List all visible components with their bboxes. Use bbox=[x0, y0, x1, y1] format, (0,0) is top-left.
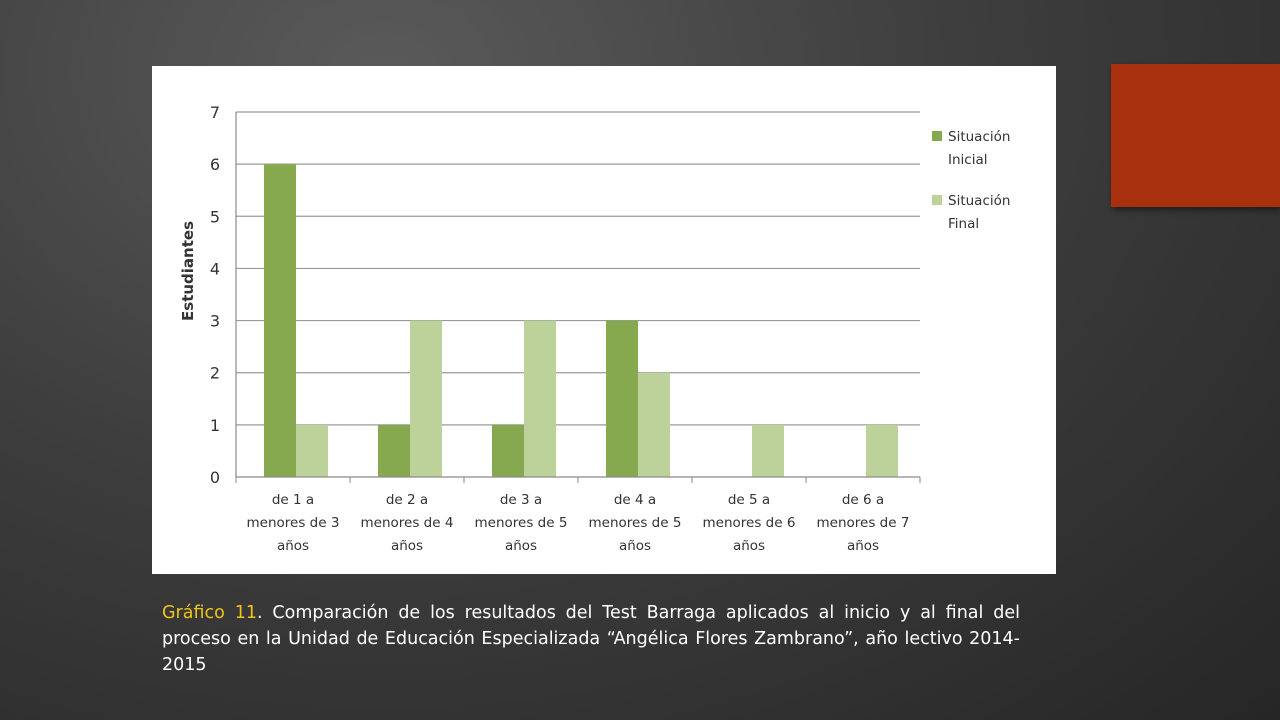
x-tick-label: de 5 a menores de 6 años bbox=[703, 492, 796, 554]
bar-situacion-final bbox=[866, 424, 898, 477]
y-tick-label: 6 bbox=[210, 155, 220, 174]
legend-label: Situación Inicial bbox=[948, 129, 1010, 168]
bar-situacion-final bbox=[524, 320, 556, 477]
y-tick-label: 0 bbox=[210, 468, 220, 487]
y-axis-label: Estudiantes bbox=[179, 221, 197, 321]
bar-situacion-final bbox=[752, 424, 784, 477]
caption-label: Gráfico 11 bbox=[162, 603, 257, 623]
bars bbox=[264, 164, 898, 477]
x-tick-label: de 3 a menores de 5 años bbox=[475, 492, 568, 554]
figure-caption: Gráfico 11. Comparación de los resultado… bbox=[162, 600, 1020, 678]
y-tick-label: 7 bbox=[210, 103, 220, 122]
y-tick-label: 1 bbox=[210, 416, 220, 435]
bar-situacion-inicial bbox=[264, 164, 296, 477]
legend: Situación Inicial Situación Final bbox=[932, 129, 1010, 232]
bar-situacion-final bbox=[410, 320, 442, 477]
x-tick-label: de 6 a menores de 7 años bbox=[817, 492, 910, 554]
accent-block bbox=[1111, 64, 1280, 207]
bar-situacion-inicial bbox=[378, 424, 410, 477]
chart-panel: 0 1 2 3 4 5 6 7 de 1 a menores de 3 años de 2 a men… bbox=[152, 66, 1056, 574]
bar-situacion-inicial bbox=[606, 320, 638, 477]
y-tick-label: 2 bbox=[210, 364, 220, 383]
bar-chart: 0 1 2 3 4 5 6 7 de 1 a menores de 3 años de 2 a men… bbox=[179, 103, 1010, 554]
bar-situacion-inicial bbox=[492, 424, 524, 477]
gridlines bbox=[236, 111, 920, 426]
legend-swatch bbox=[932, 131, 942, 141]
y-tick-labels: 0 1 2 3 4 5 6 7 bbox=[210, 103, 220, 487]
x-tick-label: de 1 a menores de 3 años bbox=[247, 492, 340, 554]
y-tick-label: 4 bbox=[210, 259, 220, 278]
y-tick-label: 3 bbox=[210, 312, 220, 331]
legend-label: Situación Final bbox=[948, 193, 1010, 232]
bar-situacion-final bbox=[296, 424, 328, 477]
x-tick-labels: de 1 a menores de 3 años de 2 a menores de 4… bbox=[247, 492, 910, 554]
x-tick-label: de 4 a menores de 5 años bbox=[589, 492, 682, 554]
caption-text: . Comparación de los resultados del Test… bbox=[162, 603, 1020, 675]
x-tick-label: de 2 a menores de 4 años bbox=[361, 492, 454, 554]
bar-situacion-final bbox=[638, 372, 670, 477]
y-tick-label: 5 bbox=[210, 207, 220, 226]
legend-swatch bbox=[932, 195, 942, 205]
axes bbox=[235, 112, 921, 483]
